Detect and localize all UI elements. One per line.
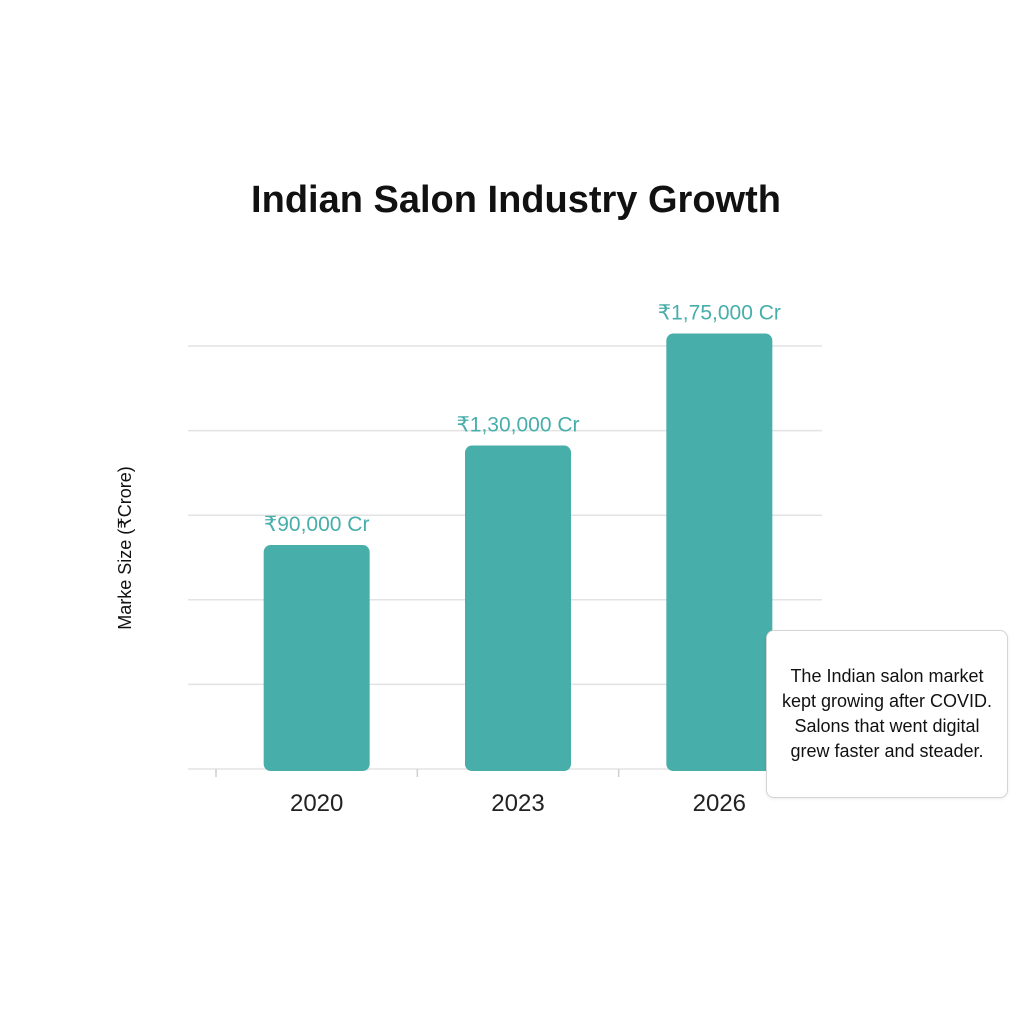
bars-layer	[263, 333, 773, 771]
data-label-2020: ₹90,000 Cr	[264, 513, 370, 536]
bar-2023	[465, 445, 571, 771]
y-axis-label: Marke Size (₹Crore)	[115, 466, 135, 629]
bar-2026	[666, 333, 773, 771]
x-tick-label-2023: 2023	[491, 790, 544, 817]
annotation-text: The Indian salon market kept growing aft…	[781, 666, 993, 761]
chart-title: Indian Salon Industry Growth	[251, 179, 781, 221]
bar-2020	[263, 545, 370, 771]
annotation-box: The Indian salon market kept growing aft…	[766, 630, 1008, 798]
data-label-2026: ₹1,75,000 Cr	[658, 302, 781, 325]
data-label-2023: ₹1,30,000 Cr	[456, 414, 579, 437]
x-tick-label-2020: 2020	[290, 790, 343, 817]
x-tick-label-2026: 2026	[693, 790, 746, 817]
labels-layer: ₹90,000 Cr 2020 ₹1,30,000 Cr 2023 ₹1,75,000 …	[264, 302, 781, 817]
